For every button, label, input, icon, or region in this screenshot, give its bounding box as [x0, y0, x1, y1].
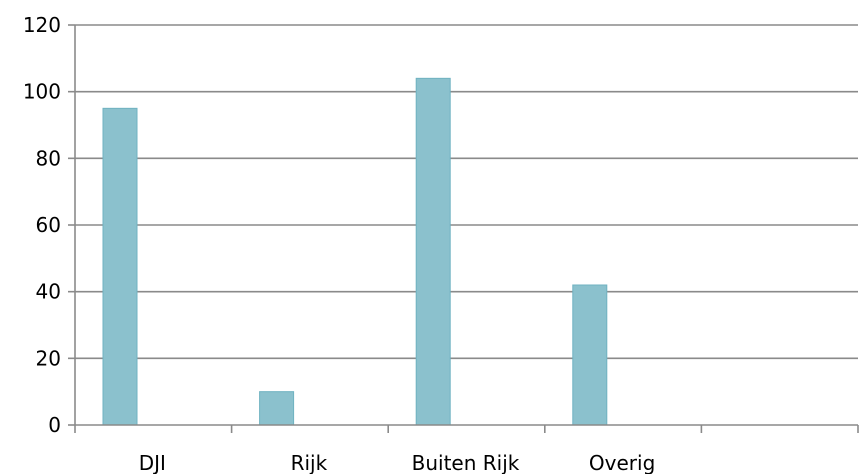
y-tick-label: 80	[36, 146, 61, 170]
bar-rijk	[259, 391, 295, 426]
bar-buiten-rijk	[415, 77, 451, 426]
axes	[68, 24, 859, 433]
x-tick-label: DJI	[139, 451, 166, 474]
x-tick-label: Rijk	[291, 451, 328, 474]
x-tick-label: Overig	[589, 451, 655, 474]
bars	[102, 77, 608, 426]
y-tick-label: 60	[36, 213, 61, 237]
bar-overig	[572, 284, 608, 426]
y-tick-label: 100	[23, 80, 61, 104]
y-tick-label: 40	[36, 280, 61, 304]
y-tick-label: 0	[48, 413, 61, 437]
y-tick-label: 20	[36, 346, 61, 370]
y-tick-labels: 0 20 40 60 80 100 120	[23, 13, 61, 437]
bar-dji	[102, 107, 138, 426]
gridlines	[75, 24, 858, 360]
x-tick-labels: DJI Rijk Buiten Rijk Overig	[139, 451, 656, 474]
x-tick-label: Buiten Rijk	[412, 451, 520, 474]
y-tick-label: 120	[23, 13, 61, 37]
